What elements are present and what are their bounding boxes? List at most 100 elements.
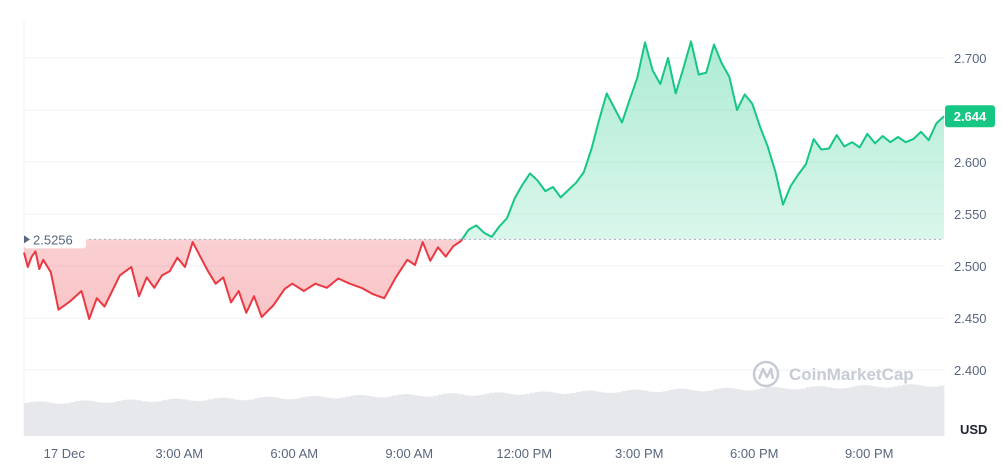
volume-bar [213, 398, 219, 436]
volume-bar [913, 384, 919, 436]
volume-bar [678, 388, 684, 436]
volume-bar [223, 397, 229, 436]
volume-bar [172, 398, 178, 436]
volume-bar [739, 389, 746, 436]
coinmarketcap-logo-icon [752, 360, 780, 388]
volume-bar [898, 385, 904, 436]
volume-bar [29, 401, 35, 436]
volume-bar [54, 403, 61, 436]
volume-bar [315, 396, 321, 436]
volume-bar [754, 389, 761, 436]
volume-bar [371, 396, 378, 436]
volume-bar [248, 399, 255, 436]
y-tick-label: 2.700 [954, 51, 987, 66]
volume-bar [852, 386, 858, 436]
volume-bar [274, 397, 280, 436]
y-tick-label: 2.400 [954, 363, 987, 378]
volume-bar [892, 386, 899, 436]
volume-bar [361, 395, 367, 436]
x-axis: 17 Dec 3:00 AM 6:00 AM 9:00 AM 12:00 PM 3:00 … [44, 446, 894, 461]
volume-bar [811, 386, 817, 436]
price-area [24, 41, 944, 319]
volume-bar [790, 389, 797, 436]
volume-bar [70, 402, 76, 436]
volume-bar [668, 390, 674, 436]
volume-bar [151, 401, 158, 436]
volume-bar [126, 399, 132, 436]
volume-bar [928, 386, 935, 436]
volume-bar [933, 386, 940, 436]
volume-bar [376, 397, 383, 436]
volume-bar [576, 391, 582, 436]
price-line-down [23, 239, 464, 320]
volume-bar [24, 403, 30, 436]
volume-bar [197, 401, 204, 436]
volume-bar [294, 398, 301, 436]
x-tick-label: 3:00 PM [615, 446, 663, 461]
volume-bar [867, 385, 873, 436]
volume-bar [146, 401, 153, 436]
volume-bar [800, 388, 807, 436]
volume-bar [243, 400, 250, 436]
volume-bar [49, 403, 56, 436]
volume-bar [545, 391, 551, 436]
volume-bars [24, 384, 945, 436]
volume-bar [673, 389, 679, 436]
volume-bar [121, 400, 127, 436]
volume-bar [463, 395, 470, 436]
volume-bar [238, 400, 245, 436]
volume-bar [872, 386, 878, 436]
volume-bar [683, 389, 689, 436]
volume-bar [156, 401, 163, 436]
volume-bar [724, 387, 730, 436]
current-price-badge: 2.644 [945, 105, 995, 128]
volume-bar [208, 399, 214, 436]
volume-bar [785, 388, 792, 436]
current-price-label: 2.644 [954, 109, 987, 124]
volume-bar [356, 395, 362, 436]
volume-bar [310, 395, 316, 436]
volume-bar [162, 400, 168, 436]
volume-bar [182, 399, 188, 436]
volume-bar [330, 398, 337, 436]
volume-bar [44, 402, 50, 436]
volume-bar [335, 398, 342, 436]
volume-bar [458, 394, 464, 436]
volume-bar [494, 392, 500, 436]
price-line-up [460, 40, 945, 240]
volume-bar [484, 393, 490, 436]
volume-bar [770, 386, 776, 436]
volume-bar [698, 391, 705, 436]
x-tick-label: 9:00 PM [845, 446, 893, 461]
volume-bar [841, 388, 848, 436]
volume-bar [524, 393, 531, 436]
volume-bar [923, 386, 930, 436]
volume-bar [765, 387, 771, 436]
volume-bar [555, 393, 562, 436]
gridlines [23, 20, 944, 436]
volume-bar [167, 399, 173, 436]
volume-bar [131, 399, 137, 436]
volume-bar [795, 389, 802, 436]
volume-bar [662, 391, 669, 436]
volume-bar [514, 394, 521, 436]
volume-bar [346, 396, 352, 436]
volume-bar [601, 392, 608, 436]
volume-bar [305, 396, 311, 436]
y-tick-label: 2.550 [954, 207, 987, 222]
volume-bar [550, 392, 556, 436]
watermark-text: CoinMarketCap [789, 365, 914, 384]
volume-bar [657, 391, 664, 436]
volume-bar [116, 401, 122, 436]
volume-bar [622, 390, 628, 436]
volume-bar [478, 394, 485, 436]
volume-bar [499, 392, 505, 436]
volume-bar [259, 397, 265, 436]
volume-bar [422, 396, 429, 436]
volume-bar [192, 401, 199, 436]
volume-bar [714, 389, 720, 436]
y-tick-label: 2.450 [954, 311, 987, 326]
volume-bar [938, 385, 945, 436]
volume-bar [519, 394, 526, 436]
